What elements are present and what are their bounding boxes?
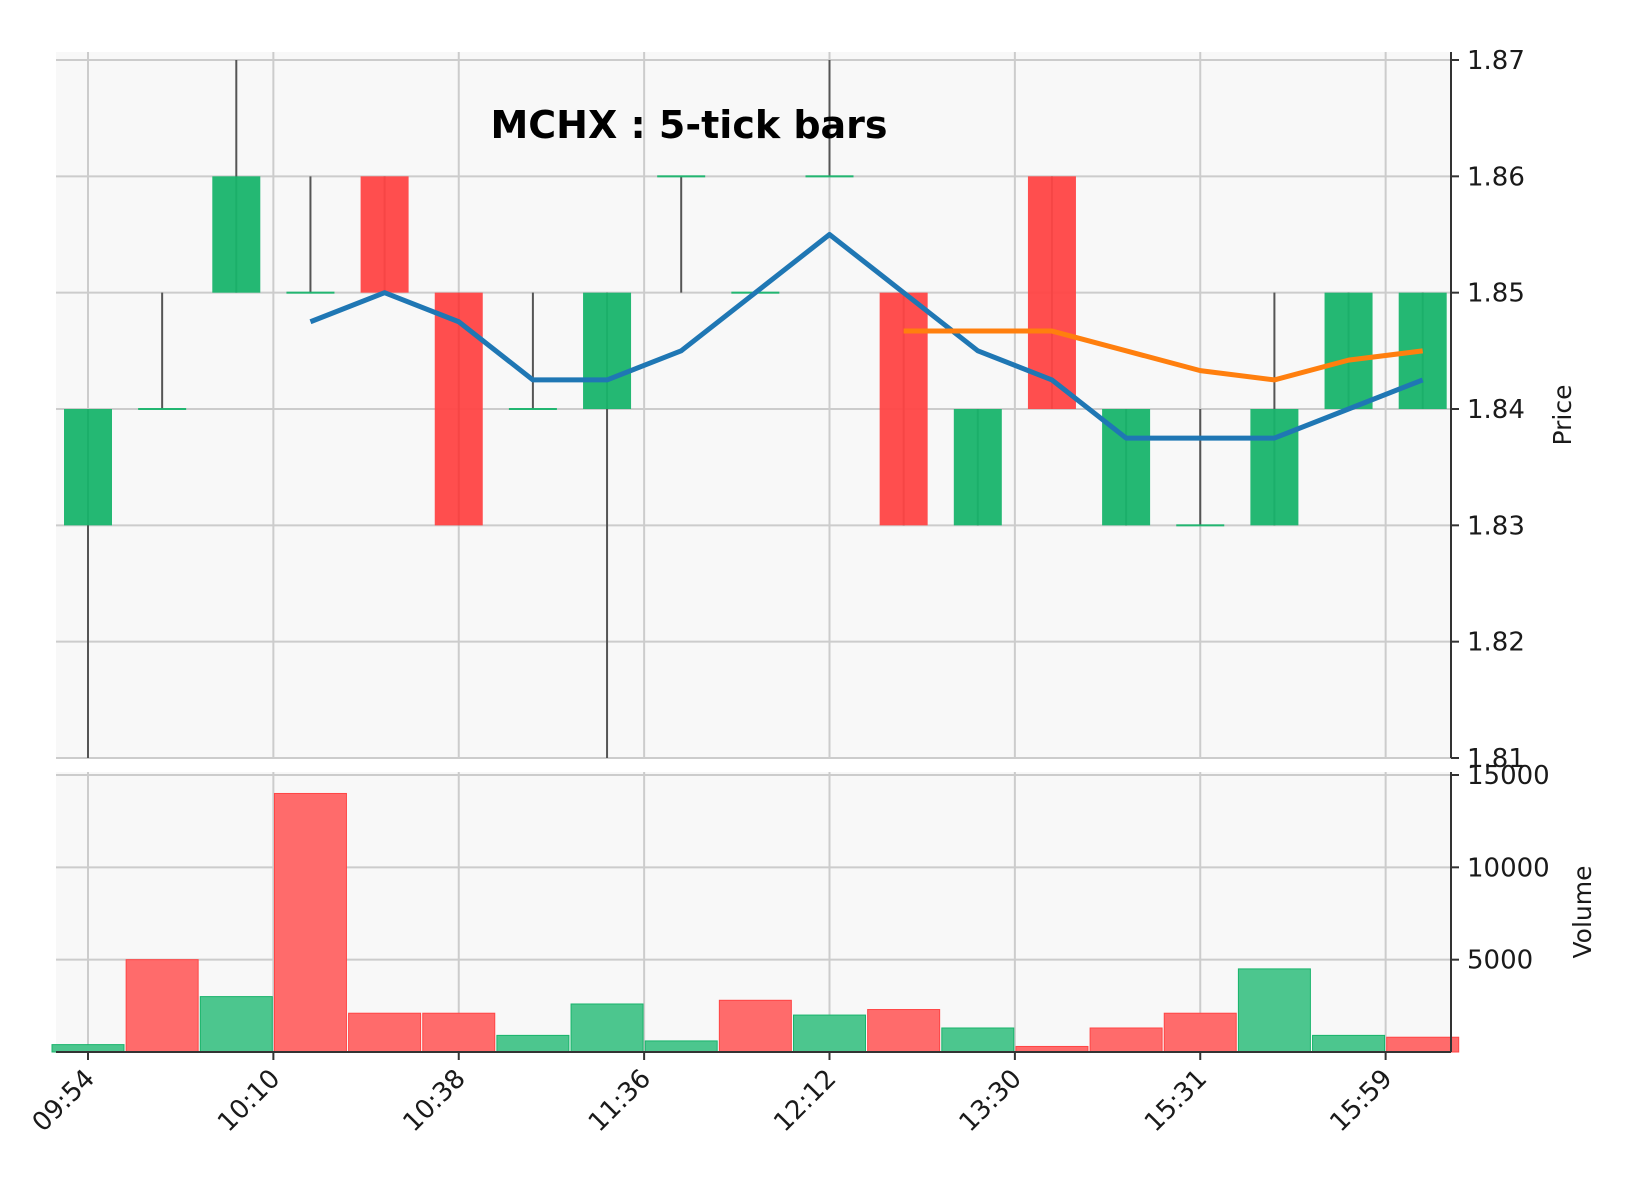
x-tick-label: 13:30 [954, 1064, 1028, 1138]
candle-body [1324, 292, 1373, 409]
x-tick-label: 09:54 [27, 1064, 101, 1138]
volume-axis-label: Volume [1568, 866, 1597, 959]
price-panel-background [56, 52, 1451, 758]
volume-bar [1386, 1036, 1460, 1053]
volume-bar [644, 1040, 718, 1053]
x-tick-label: 12:12 [768, 1064, 842, 1138]
candle-body [953, 409, 1002, 526]
candle-body [1250, 409, 1299, 526]
volume-bar [867, 1009, 941, 1053]
moving-average-line [903, 328, 1424, 383]
volume-bar [51, 1044, 125, 1053]
candle-body [508, 408, 557, 410]
candle-body [1176, 524, 1225, 527]
volume-bar [199, 996, 273, 1053]
volume-bar [718, 999, 792, 1053]
volume-bar [125, 959, 199, 1053]
candle-body [212, 176, 261, 293]
volume-bar [496, 1034, 570, 1053]
volume-bar [1163, 1012, 1237, 1053]
candle-body [1027, 176, 1076, 409]
candle-body [64, 409, 112, 526]
price-tick-label: 1.81 [1467, 744, 1525, 774]
candle-body [583, 292, 632, 409]
chart-title: MCHX : 5-tick bars [490, 103, 887, 147]
volume-bar [941, 1027, 1015, 1053]
price-tick-label: 1.85 [1467, 279, 1525, 309]
volume-bar [1312, 1034, 1386, 1053]
x-tick-label: 15:31 [1139, 1064, 1213, 1138]
volume-bar [570, 1003, 644, 1053]
volume-bar [273, 792, 347, 1053]
candle-body [805, 175, 854, 178]
price-tick-label: 1.86 [1467, 162, 1525, 192]
price-tick-label: 1.82 [1467, 628, 1525, 658]
x-tick-label: 10:10 [212, 1064, 286, 1138]
x-tick-label: 15:59 [1324, 1064, 1398, 1138]
volume-bar [348, 1012, 422, 1053]
moving-average-lines [309, 232, 1424, 441]
volume-layer [51, 792, 1460, 1053]
candle-body [360, 176, 409, 293]
volume-bar [422, 1012, 496, 1053]
candle-body [286, 291, 335, 294]
volume-tick-label: 15000 [1467, 761, 1550, 791]
price-tick-label: 1.83 [1467, 511, 1525, 541]
candle-body [138, 408, 187, 410]
candle-body [657, 175, 706, 178]
price-tick-label: 1.84 [1467, 395, 1525, 425]
moving-average-line [309, 232, 1424, 441]
volume-bar [793, 1014, 866, 1053]
x-tick-label: 10:38 [397, 1064, 471, 1138]
volume-tick-label: 5000 [1467, 946, 1533, 976]
price-tick-label: 1.87 [1467, 46, 1525, 76]
x-tick-label: 11:36 [583, 1064, 657, 1138]
volume-tick-label: 10000 [1467, 853, 1550, 883]
candle-body [434, 292, 483, 526]
price-axis-label: Price [1548, 385, 1577, 446]
candle-body [879, 292, 928, 526]
volume-bar [1237, 968, 1311, 1053]
volume-bar [1089, 1027, 1163, 1053]
